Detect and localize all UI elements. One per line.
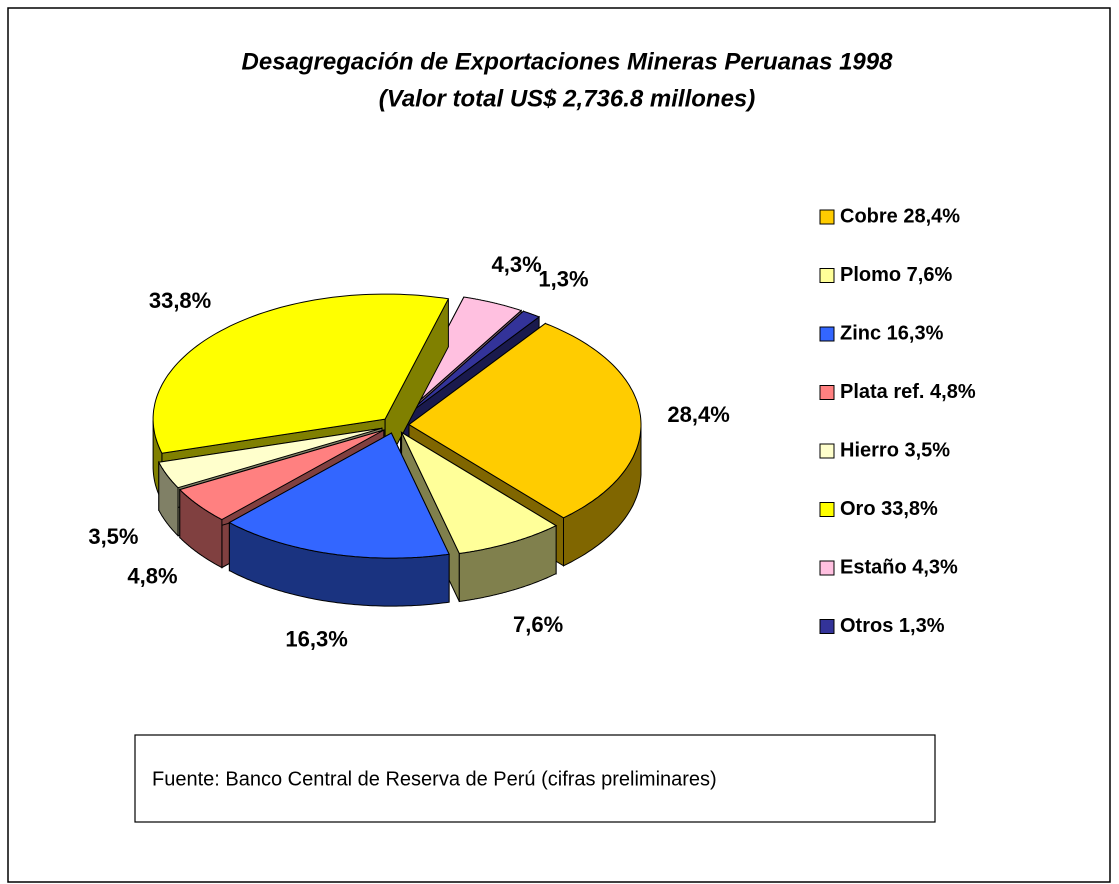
legend-label: Oro 33,8% xyxy=(840,498,938,520)
data-label: 4,3% xyxy=(492,252,542,277)
source-note: Fuente: Banco Central de Reserva de Perú… xyxy=(152,768,717,790)
chart-subtitle: (Valor total US$ 2,736.8 millones) xyxy=(379,85,756,112)
chart-title: Desagregación de Exportaciones Mineras P… xyxy=(242,48,894,75)
legend-label: Estaño 4,3% xyxy=(840,556,958,578)
legend-label: Hierro 3,5% xyxy=(840,439,950,461)
data-label: 16,3% xyxy=(285,626,347,651)
legend-swatch xyxy=(819,560,835,576)
data-label: 3,5% xyxy=(88,524,138,549)
data-label: 7,6% xyxy=(513,612,563,637)
data-label: 1,3% xyxy=(538,266,588,291)
pie-slice xyxy=(152,293,450,454)
data-label: 4,8% xyxy=(127,563,177,588)
data-label: 33,8% xyxy=(149,288,211,313)
legend-label: Zinc 16,3% xyxy=(840,322,944,344)
legend-swatch xyxy=(819,502,835,517)
legend-swatch xyxy=(819,443,835,459)
pie-slice xyxy=(178,429,385,521)
pie-slice xyxy=(400,431,558,555)
source-box xyxy=(134,734,936,823)
legend-swatch xyxy=(819,209,835,225)
legend-label: Plata ref. 4,8% xyxy=(840,381,976,403)
legend-label: Cobre 28,4% xyxy=(840,205,960,227)
legend-label: Otros 1,3% xyxy=(840,615,945,637)
data-label: 28,4% xyxy=(667,402,729,427)
pie-slice xyxy=(400,296,523,418)
legend-swatch xyxy=(819,619,835,634)
legend-swatch xyxy=(819,385,835,400)
legend-label: Plomo 7,6% xyxy=(840,264,952,286)
pie-slice xyxy=(408,322,642,519)
pie-slice xyxy=(157,427,383,489)
legend-swatch xyxy=(819,268,835,283)
pie-slice xyxy=(402,310,541,419)
pie-slice xyxy=(228,432,450,559)
legend-swatch xyxy=(819,326,835,342)
